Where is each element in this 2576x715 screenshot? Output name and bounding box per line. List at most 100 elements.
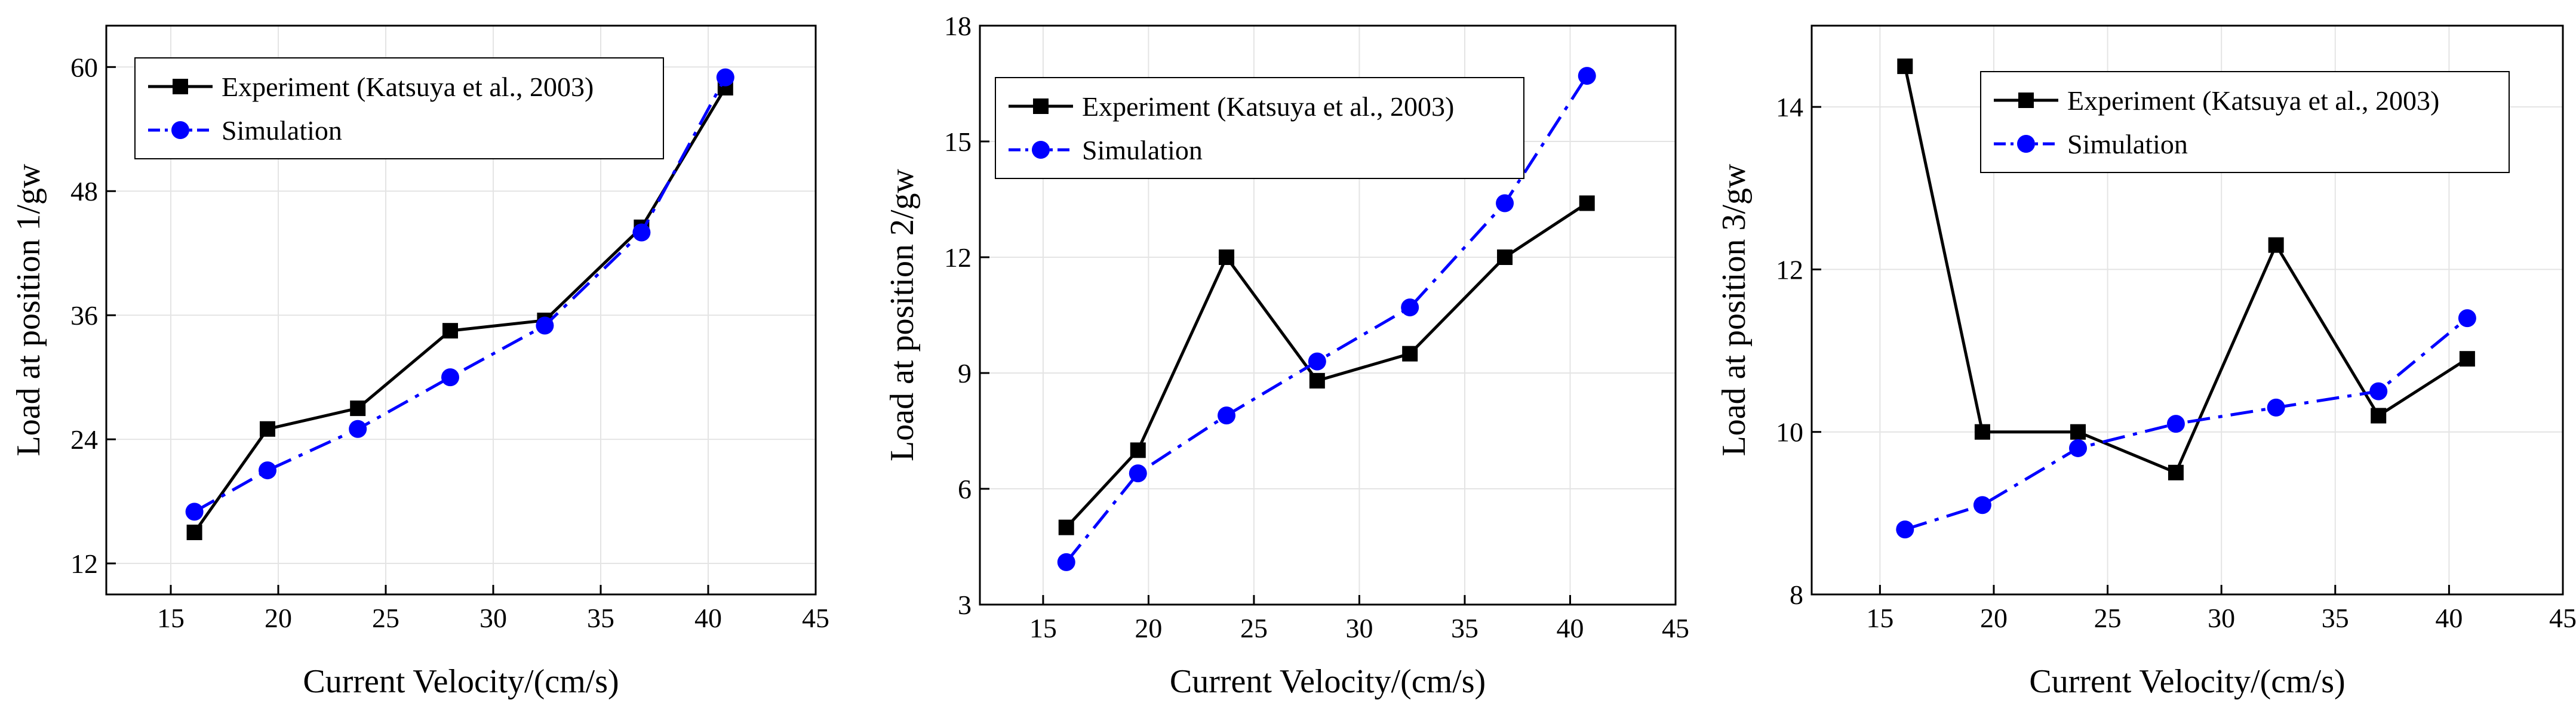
x-tick-label: 35 bbox=[587, 603, 614, 633]
y-axis-title: Load at position 1/gw bbox=[10, 164, 47, 457]
data-point bbox=[350, 400, 366, 417]
legend-swatch-marker bbox=[1033, 98, 1049, 114]
series-simulation bbox=[185, 68, 734, 521]
data-point bbox=[2168, 464, 2184, 480]
y-tick-label: 18 bbox=[944, 11, 972, 41]
data-point bbox=[2166, 415, 2185, 433]
legend-box bbox=[134, 57, 664, 159]
data-point bbox=[1579, 195, 1595, 211]
legend-swatch-marker bbox=[2018, 93, 2034, 108]
data-point bbox=[2371, 408, 2387, 424]
legend: Experiment (Katsuya et al., 2003) Simulat… bbox=[995, 77, 1524, 179]
x-tick-label: 45 bbox=[2549, 603, 2576, 633]
x-tick-label: 15 bbox=[1866, 603, 1893, 633]
x-tick-label: 20 bbox=[1980, 603, 2008, 633]
data-point bbox=[1897, 58, 1913, 75]
legend-label: Experiment (Katsuya et al., 2003) bbox=[222, 72, 594, 102]
x-tick-label: 35 bbox=[1451, 613, 1478, 643]
data-point bbox=[259, 461, 276, 480]
y-tick-label: 9 bbox=[958, 358, 972, 389]
y-tick-label: 8 bbox=[1790, 580, 1803, 610]
data-point bbox=[1309, 372, 1325, 389]
data-point bbox=[1496, 194, 1514, 212]
legend-swatch-marker bbox=[2017, 135, 2035, 153]
x-tick-label: 25 bbox=[372, 603, 399, 633]
data-point bbox=[1058, 519, 1074, 535]
legend-label: Experiment (Katsuya et al., 2003) bbox=[2067, 85, 2439, 116]
legend-box bbox=[995, 77, 1524, 179]
x-tick-label: 40 bbox=[694, 603, 722, 633]
data-point bbox=[441, 368, 459, 387]
data-point bbox=[1401, 298, 1419, 317]
data-point bbox=[1308, 352, 1326, 371]
x-tick-label: 45 bbox=[802, 603, 829, 633]
chart-panel-2: 15 20 25 30 35 40 45 3 6 9 12 15 18 Current Velocity/… bbox=[884, 11, 1689, 700]
y-tick-label: 15 bbox=[944, 127, 972, 157]
legend-box bbox=[1980, 71, 2510, 173]
chart-panel-1: 15 20 25 30 35 40 45 12 24 36 48 60 Current Velocity… bbox=[10, 24, 829, 700]
data-point bbox=[442, 323, 458, 339]
data-point bbox=[2070, 424, 2086, 440]
x-axis-title: Current Velocity/(cm/s) bbox=[1170, 663, 1486, 700]
y-tick-label: 60 bbox=[70, 52, 98, 82]
data-point bbox=[186, 525, 202, 541]
x-tick-label: 20 bbox=[1135, 613, 1162, 643]
y-tick-label: 12 bbox=[1776, 254, 1803, 285]
y-tick-label: 12 bbox=[944, 242, 972, 273]
legend: Experiment (Katsuya et al., 2003) Simulat… bbox=[134, 57, 664, 159]
legend-swatch-marker bbox=[171, 121, 189, 139]
y-axis-title: Load at position 3/gw bbox=[1716, 164, 1753, 457]
x-tick-label: 20 bbox=[265, 603, 292, 633]
legend-label: Simulation bbox=[2067, 129, 2188, 159]
data-point bbox=[1974, 424, 1990, 440]
y-axis-title: Load at position 2/gw bbox=[884, 168, 921, 461]
data-point bbox=[1129, 464, 1147, 483]
x-axis-title: Current Velocity/(cm/s) bbox=[303, 663, 619, 700]
data-point bbox=[2458, 309, 2476, 328]
data-point bbox=[2267, 398, 2285, 417]
data-point bbox=[2369, 382, 2388, 400]
x-axis-title: Current Velocity/(cm/s) bbox=[2029, 663, 2345, 700]
x-tick-label: 45 bbox=[1662, 613, 1689, 643]
y-tick-label: 24 bbox=[70, 424, 98, 455]
data-point bbox=[1497, 249, 1513, 265]
y-tick-label: 48 bbox=[70, 176, 98, 207]
data-point bbox=[1973, 496, 1991, 514]
x-tick-label: 35 bbox=[2322, 603, 2349, 633]
legend-label: Simulation bbox=[1082, 135, 1203, 165]
legend-label: Simulation bbox=[222, 115, 342, 146]
x-tick-label: 30 bbox=[1345, 613, 1373, 643]
series-simulation bbox=[1896, 309, 2476, 539]
y-tick-label: 6 bbox=[958, 474, 972, 504]
data-point bbox=[1578, 67, 1596, 85]
y-tick-label: 36 bbox=[70, 300, 98, 331]
data-point bbox=[2069, 439, 2088, 457]
series-line bbox=[1904, 317, 2469, 531]
legend: Experiment (Katsuya et al., 2003) Simulat… bbox=[1980, 71, 2510, 173]
data-point bbox=[536, 316, 554, 335]
data-point bbox=[260, 421, 275, 437]
plot-frame bbox=[1810, 24, 2564, 596]
data-point bbox=[632, 223, 651, 242]
plot-frame bbox=[105, 24, 817, 596]
x-tick-label: 30 bbox=[2208, 603, 2235, 633]
plot-frame bbox=[979, 24, 1677, 606]
data-point bbox=[1218, 406, 1236, 425]
data-point bbox=[716, 68, 734, 87]
legend-swatch-marker bbox=[1032, 141, 1050, 159]
legend-swatch-marker bbox=[173, 79, 188, 94]
data-point bbox=[1057, 553, 1075, 571]
x-tick-label: 25 bbox=[2094, 603, 2122, 633]
series-experiment bbox=[1058, 195, 1595, 535]
y-tick-label: 12 bbox=[70, 548, 98, 579]
x-tick-label: 25 bbox=[1240, 613, 1268, 643]
data-point bbox=[1219, 249, 1235, 265]
series-experiment bbox=[1897, 58, 2475, 480]
y-tick-label: 14 bbox=[1776, 92, 1803, 122]
data-point bbox=[349, 420, 367, 438]
x-tick-label: 30 bbox=[479, 603, 507, 633]
series-simulation bbox=[1057, 67, 1596, 571]
data-point bbox=[2459, 351, 2475, 367]
